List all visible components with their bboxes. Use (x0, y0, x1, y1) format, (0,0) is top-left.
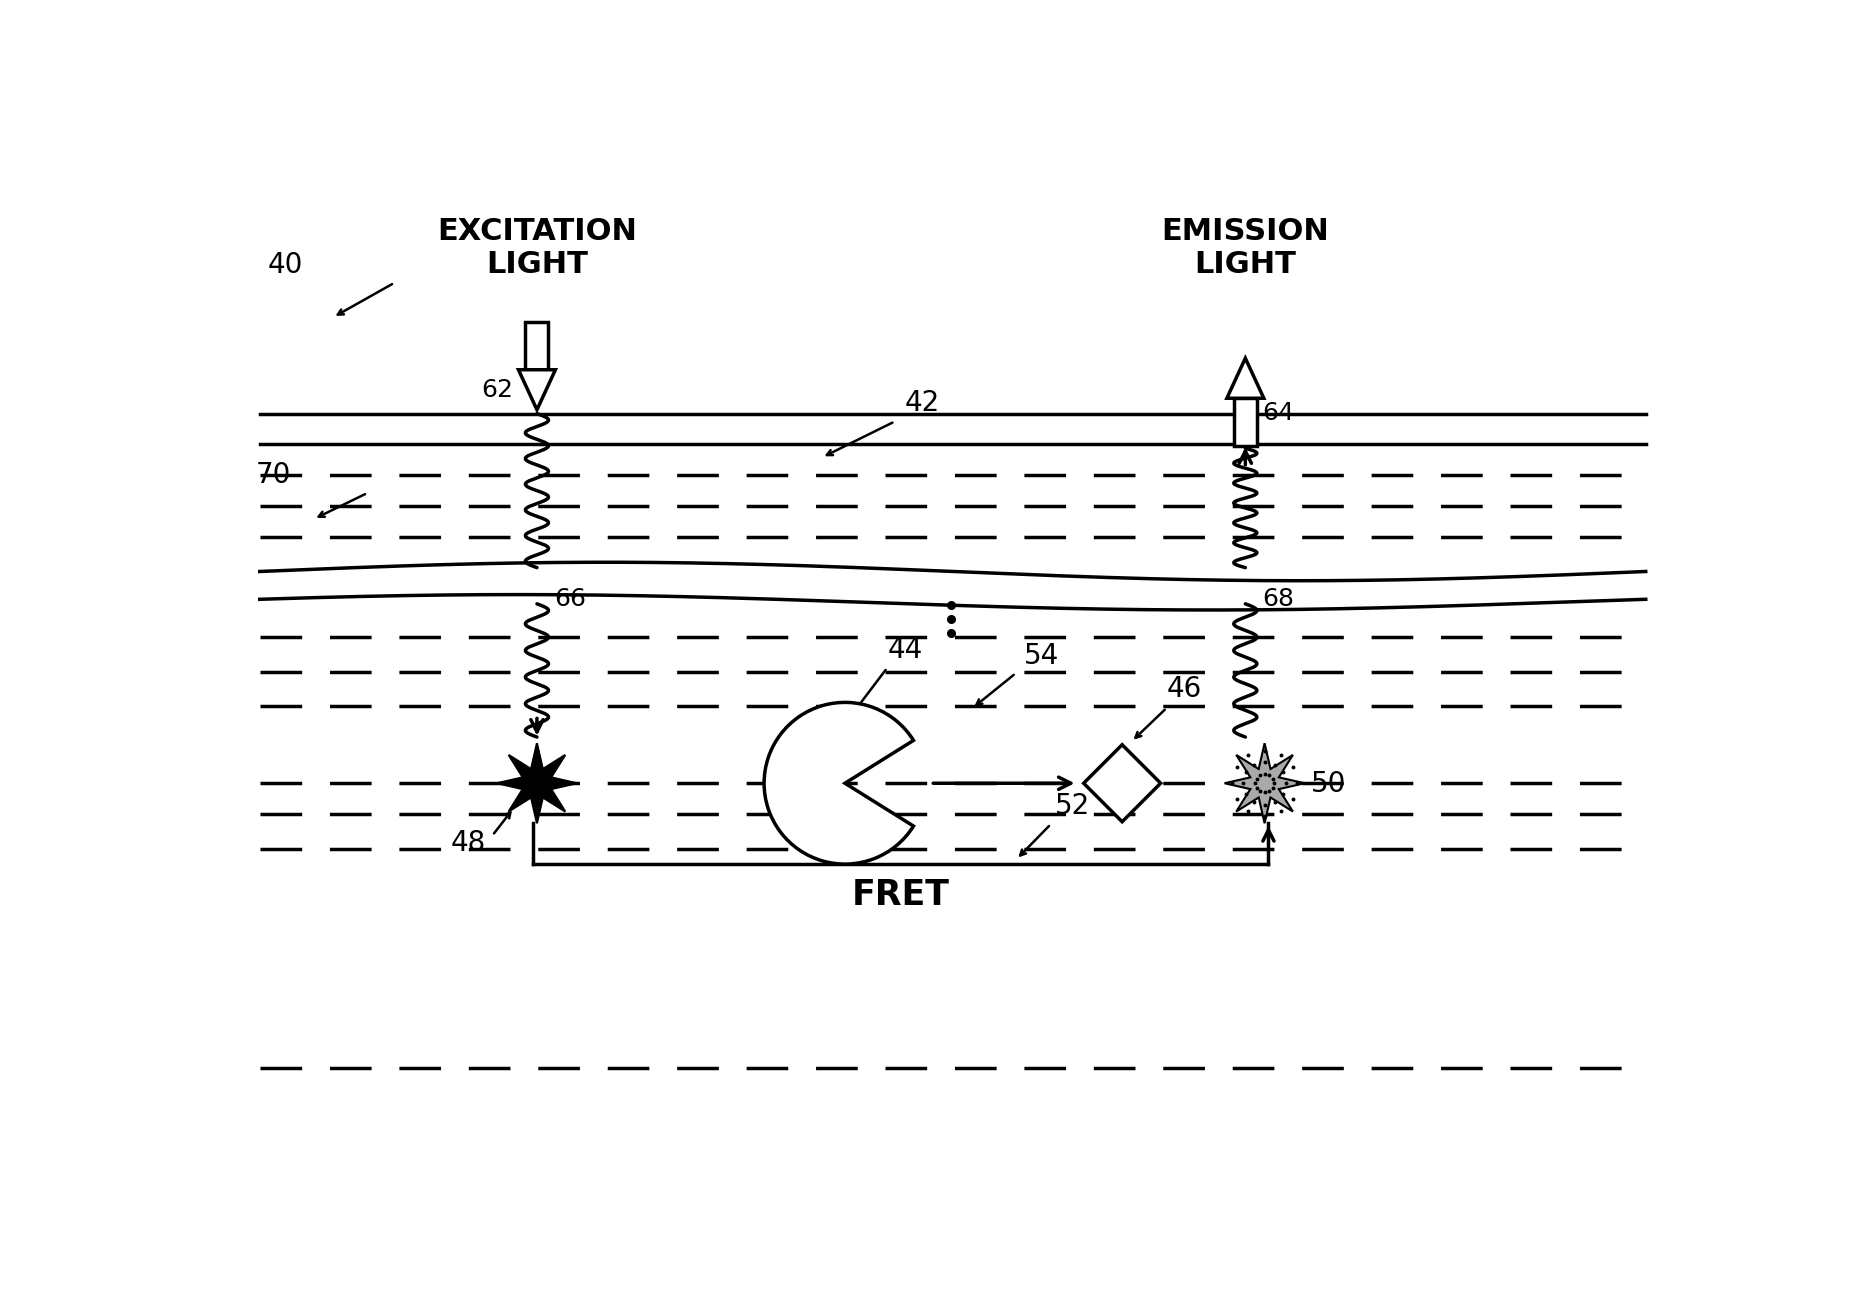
Text: 54: 54 (1022, 642, 1057, 670)
FancyBboxPatch shape (525, 321, 549, 369)
Text: 40: 40 (267, 250, 302, 279)
Text: 48: 48 (451, 829, 486, 857)
Text: 70: 70 (256, 461, 291, 489)
Polygon shape (1226, 358, 1263, 398)
FancyBboxPatch shape (1234, 398, 1256, 445)
Text: 46: 46 (1167, 675, 1202, 704)
Polygon shape (1083, 745, 1159, 822)
Polygon shape (497, 744, 577, 824)
Polygon shape (1224, 744, 1304, 824)
Text: 42: 42 (905, 390, 940, 417)
Text: EMISSION
LIGHT: EMISSION LIGHT (1161, 217, 1328, 279)
Text: 64: 64 (1261, 400, 1293, 425)
Text: 62: 62 (480, 378, 514, 402)
Text: 44: 44 (887, 635, 922, 664)
Text: 50: 50 (1310, 771, 1345, 798)
Text: EXCITATION
LIGHT: EXCITATION LIGHT (436, 217, 636, 279)
Polygon shape (518, 369, 555, 409)
Text: 68: 68 (1261, 587, 1293, 611)
Wedge shape (764, 702, 913, 864)
Text: FRET: FRET (851, 878, 950, 911)
Text: 52: 52 (1054, 793, 1089, 820)
Text: 66: 66 (553, 587, 586, 611)
